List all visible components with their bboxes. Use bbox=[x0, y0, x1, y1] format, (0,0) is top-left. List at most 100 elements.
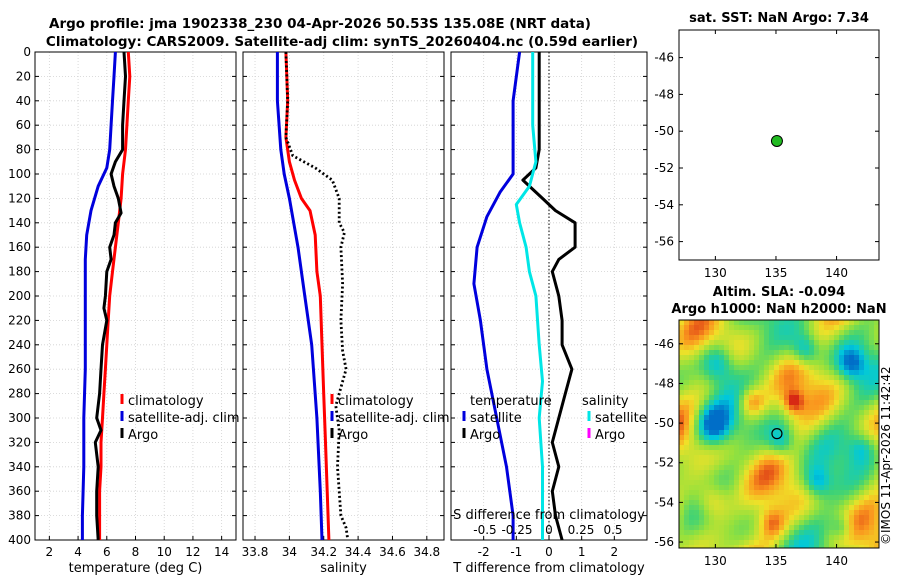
sla-cell bbox=[864, 470, 870, 476]
sla-cell bbox=[784, 340, 790, 346]
sla-cell bbox=[859, 445, 865, 451]
sla-cell bbox=[799, 455, 805, 461]
sla-cell bbox=[749, 465, 755, 471]
sla-cell bbox=[739, 540, 745, 546]
sla-cell bbox=[749, 470, 755, 476]
sla-cell bbox=[699, 475, 705, 481]
sla-cell bbox=[814, 400, 820, 406]
sla-cell bbox=[809, 505, 815, 511]
sla-cell bbox=[689, 345, 695, 351]
sla-cell bbox=[694, 420, 700, 426]
sla-cell bbox=[759, 410, 765, 416]
sla-cell bbox=[764, 525, 770, 531]
sla-cell bbox=[789, 415, 795, 421]
sla-cell bbox=[829, 355, 835, 361]
sla-cell bbox=[869, 355, 875, 361]
sla-cell bbox=[809, 385, 815, 391]
sla-cell bbox=[794, 485, 800, 491]
sla-cell bbox=[744, 335, 750, 341]
sla-cell bbox=[849, 495, 855, 501]
sla-cell bbox=[754, 380, 760, 386]
sla-cell bbox=[829, 460, 835, 466]
sla-cell bbox=[754, 490, 760, 496]
sla-cell bbox=[834, 335, 840, 341]
sla-cell bbox=[719, 545, 725, 548]
sla-cell bbox=[849, 470, 855, 476]
sla-cell bbox=[789, 475, 795, 481]
sla-cell bbox=[829, 330, 835, 336]
sla-cell bbox=[799, 445, 805, 451]
sla-cell bbox=[749, 430, 755, 436]
sla-cell bbox=[734, 475, 740, 481]
sla-cell bbox=[804, 485, 810, 491]
sla-cell bbox=[734, 420, 740, 426]
sla-cell bbox=[724, 525, 730, 531]
sla-map-frame bbox=[678, 319, 880, 549]
sla-cell bbox=[719, 380, 725, 386]
sla-cell bbox=[824, 380, 830, 386]
sla-cell bbox=[779, 530, 785, 536]
y-tick-label: 380 bbox=[8, 509, 31, 523]
sla-cell bbox=[704, 525, 710, 531]
sla-cell bbox=[754, 515, 760, 521]
sla-cell bbox=[839, 380, 845, 386]
sla-cell bbox=[769, 460, 775, 466]
legend-label: climatology bbox=[338, 394, 414, 409]
sla-cell bbox=[679, 470, 685, 476]
sla-cell bbox=[794, 460, 800, 466]
sla-cell bbox=[749, 525, 755, 531]
sla-cell bbox=[744, 490, 750, 496]
sla-cell bbox=[724, 340, 730, 346]
sla-cell bbox=[699, 415, 705, 421]
sla-cell bbox=[784, 320, 790, 326]
sla-cell bbox=[844, 335, 850, 341]
sla-cell bbox=[834, 530, 840, 536]
sla-cell bbox=[754, 545, 760, 548]
sla-cell bbox=[689, 445, 695, 451]
legend-label: Argo bbox=[338, 428, 368, 443]
sla-cell bbox=[839, 445, 845, 451]
sla-cell bbox=[759, 320, 765, 326]
sla-cell bbox=[874, 330, 879, 336]
sla-cell bbox=[839, 385, 845, 391]
sla-cell bbox=[714, 365, 720, 371]
sla-cell bbox=[799, 540, 805, 546]
sla-cell bbox=[809, 470, 815, 476]
sla-cell bbox=[774, 325, 780, 331]
sla-cell bbox=[714, 375, 720, 381]
sla-cell bbox=[759, 350, 765, 356]
sla-cell bbox=[709, 340, 715, 346]
sla-cell bbox=[859, 450, 865, 456]
sla-cell bbox=[729, 325, 735, 331]
sla-cell bbox=[684, 415, 690, 421]
sla-cell bbox=[744, 515, 750, 521]
sla-cell bbox=[859, 395, 865, 401]
sla-cell bbox=[824, 420, 830, 426]
sla-cell bbox=[849, 500, 855, 506]
x-tick-label: 34 bbox=[282, 545, 297, 559]
sla-cell bbox=[799, 485, 805, 491]
sla-cell bbox=[824, 330, 830, 336]
sla-cell bbox=[734, 370, 740, 376]
sla-cell bbox=[804, 490, 810, 496]
sla-cell bbox=[874, 505, 879, 511]
sla-cell bbox=[864, 335, 870, 341]
sla-cell bbox=[809, 520, 815, 526]
sla-cell bbox=[764, 430, 770, 436]
sla-cell bbox=[819, 470, 825, 476]
sla-cell bbox=[859, 360, 865, 366]
sla-cell bbox=[819, 390, 825, 396]
sla-cell bbox=[779, 445, 785, 451]
sla-cell bbox=[724, 500, 730, 506]
sla-cell bbox=[809, 355, 815, 361]
sla-cell bbox=[799, 340, 805, 346]
sla-cell bbox=[864, 545, 870, 548]
sla-cell bbox=[869, 515, 875, 521]
sla-cell bbox=[794, 415, 800, 421]
sla-cell bbox=[784, 465, 790, 471]
sla-cell bbox=[859, 320, 865, 326]
sla-cell bbox=[839, 410, 845, 416]
sla-cell bbox=[799, 350, 805, 356]
sla-cell bbox=[759, 390, 765, 396]
sla-cell bbox=[794, 335, 800, 341]
